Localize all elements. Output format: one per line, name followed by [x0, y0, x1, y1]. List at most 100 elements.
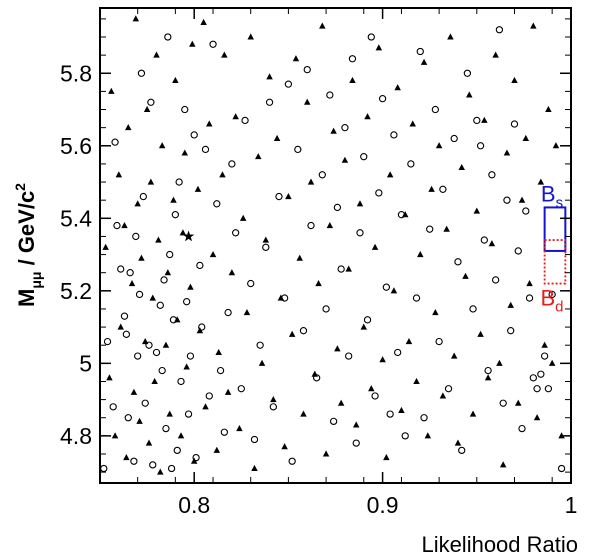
data-point-circle [216, 366, 225, 375]
y-title-rest: / GeV/c [14, 191, 39, 272]
data-point-circle [265, 98, 274, 106]
data-point-circle [256, 341, 264, 349]
data-point-circle [241, 116, 249, 125]
data-point-circle [156, 301, 164, 309]
data-point-triangle [190, 457, 198, 464]
data-point-triangle [145, 439, 153, 446]
data-point-triangle [121, 221, 128, 229]
data-point-triangle [200, 18, 207, 26]
signal-box-label-main: B [541, 181, 556, 206]
data-point-triangle [162, 341, 170, 348]
data-point-circle [488, 171, 496, 179]
data-point-circle [183, 298, 191, 306]
data-point-triangle [115, 171, 123, 178]
data-point-triangle [179, 229, 187, 236]
data-point-circle [537, 370, 545, 378]
data-point-circle [469, 305, 477, 313]
data-point-circle [307, 221, 315, 230]
data-point-circle [439, 185, 447, 193]
data-point-circle [394, 348, 402, 357]
data-point-triangle [383, 454, 390, 461]
data-point-triangle [255, 153, 262, 160]
data-point-triangle [311, 370, 319, 377]
y-tick-label: 5.6 [60, 133, 92, 159]
data-point-triangle [117, 323, 124, 330]
data-point-triangle [106, 374, 113, 381]
data-point-circle [262, 243, 270, 251]
y-title-sup: 2 [12, 183, 28, 191]
data-point-triangle [352, 421, 360, 428]
data-point-circle [299, 327, 308, 335]
data-point-triangle [349, 76, 356, 84]
data-point-triangle [319, 22, 326, 29]
data-point-circle [518, 424, 526, 433]
data-point-triangle [522, 134, 530, 142]
data-point-circle [450, 134, 458, 143]
data-point-triangle [533, 414, 541, 421]
data-point-triangle [239, 214, 247, 221]
data-point-triangle [481, 116, 488, 123]
data-point-triangle [450, 352, 458, 359]
data-point-circle [401, 432, 409, 440]
data-point-circle [237, 385, 245, 393]
data-point-triangle [236, 425, 243, 432]
data-point-circle [167, 464, 176, 473]
data-point-triangle [189, 40, 196, 47]
data-point-triangle [281, 443, 288, 450]
data-point-circle [473, 116, 481, 125]
data-point-circle [503, 196, 511, 204]
data-point-circle [407, 160, 415, 168]
data-point-triangle [125, 124, 132, 131]
data-point-triangle [247, 33, 254, 40]
data-point-circle [122, 330, 131, 338]
data-point-circle [124, 414, 132, 422]
data-point-triangle [484, 374, 492, 381]
data-point-circle [386, 410, 394, 418]
data-point-triangle [307, 178, 315, 185]
data-point-triangle [232, 113, 239, 120]
data-point-triangle [371, 243, 379, 250]
data-point-triangle [108, 87, 115, 94]
data-point-triangle [515, 399, 522, 406]
data-point-circle [171, 211, 180, 219]
data-point-triangle [386, 171, 394, 178]
data-point-circle [548, 290, 556, 299]
data-point-triangle [296, 254, 303, 261]
data-point-triangle [183, 363, 190, 370]
data-point-circle [220, 428, 228, 436]
data-point-circle [476, 142, 485, 150]
data-point-triangle [224, 388, 232, 395]
data-point-triangle [345, 265, 352, 272]
data-point-circle [540, 352, 549, 360]
data-point-triangle [166, 410, 173, 417]
data-point-triangle [326, 221, 334, 229]
data-point-triangle [187, 283, 194, 290]
data-point-circle [507, 327, 515, 335]
data-point-circle [103, 337, 112, 346]
data-point-triangle [432, 308, 439, 316]
data-point-triangle [149, 294, 156, 301]
data-point-triangle [356, 200, 364, 207]
data-point-triangle [473, 207, 481, 214]
data-point-circle [303, 65, 311, 74]
data-point-triangle [153, 51, 160, 58]
data-point-triangle [202, 403, 209, 410]
data-point-triangle [209, 250, 217, 258]
signal-box-label-main: B [540, 286, 555, 311]
data-point-circle [378, 94, 387, 103]
data-point-circle [337, 265, 345, 273]
data-point-triangle [503, 149, 511, 156]
x-tick-label: 1 [565, 492, 578, 518]
data-point-circle [147, 98, 155, 106]
data-point-circle [412, 294, 421, 302]
data-point-triangle [164, 269, 172, 276]
data-point-triangle [102, 243, 109, 250]
data-point-circle [329, 417, 338, 426]
data-point-triangle [541, 341, 548, 348]
data-point-triangle [143, 105, 151, 113]
data-point-triangle [151, 377, 158, 384]
data-point-circle [294, 145, 302, 154]
data-point-circle [117, 265, 125, 273]
data-point-circle [141, 399, 149, 407]
